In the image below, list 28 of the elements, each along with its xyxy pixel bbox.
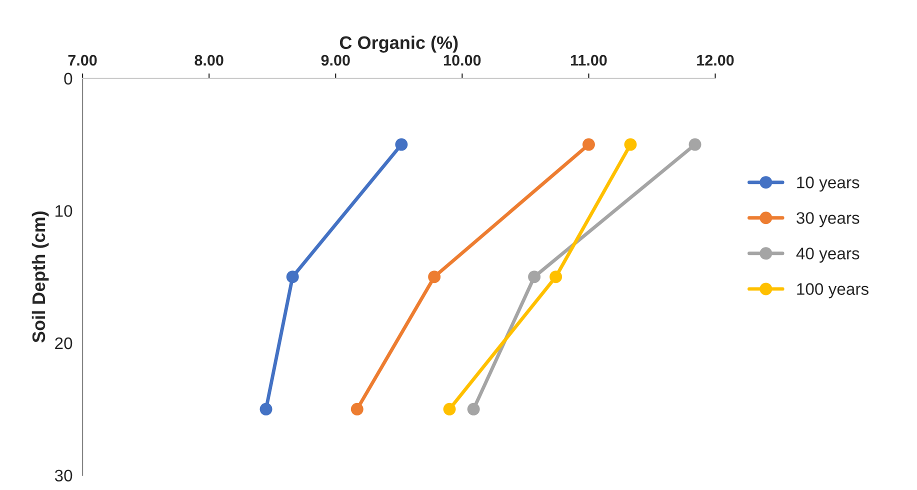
x-tick-label: 10.00: [444, 54, 481, 66]
legend-label: 100 years: [797, 283, 868, 298]
x-axis-title: C Organic (%): [340, 36, 458, 53]
y-tick-label: 30: [54, 470, 72, 482]
point: [443, 402, 456, 416]
y-tick-label: 0: [64, 72, 72, 85]
point: [528, 270, 541, 284]
y-axis-title: Soil Depth (cm): [32, 212, 49, 343]
x-tick-label: 12.00: [697, 54, 734, 66]
point: [550, 270, 562, 284]
point: [688, 138, 702, 151]
point: [624, 138, 637, 151]
x-tick-label: 11.00: [570, 54, 607, 66]
point: [582, 138, 595, 151]
point: [467, 402, 480, 416]
x-tick-label: 9.00: [321, 54, 350, 66]
y-tick-label: 20: [55, 337, 72, 350]
point: [350, 402, 364, 416]
point: [395, 138, 408, 151]
x-tick-label: 8.00: [194, 54, 224, 66]
legend-label: 30 years: [796, 212, 860, 228]
point: [428, 270, 441, 284]
point: [286, 270, 299, 284]
legend-label: 40 years: [796, 248, 860, 263]
y-tick-label: 10: [56, 205, 72, 217]
x-tick-label: 7.00: [68, 54, 97, 66]
legend-label: 10 years: [797, 176, 860, 192]
point: [260, 402, 272, 416]
